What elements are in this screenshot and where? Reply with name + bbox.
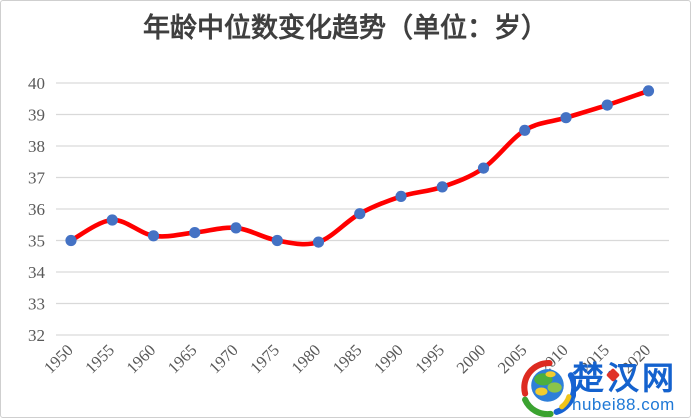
data-point-marker [271, 234, 283, 247]
data-point-marker [65, 234, 77, 247]
chart-title: 年龄中位数变化趋势（单位：岁） [143, 13, 548, 43]
x-axis-tick-label: 1980 [288, 340, 325, 377]
data-point-marker [642, 85, 655, 97]
watermark-site-name-text: 楚汉网 [572, 360, 678, 396]
data-point-marker [189, 227, 201, 239]
data-point-marker [477, 162, 490, 174]
globe-icon [521, 360, 576, 417]
y-axis-tick-label: 40 [28, 74, 45, 93]
x-axis-tick-label: 1985 [329, 340, 366, 377]
data-point-marker [560, 112, 572, 124]
data-point-marker [519, 124, 531, 136]
y-axis-tick-label: 33 [28, 295, 45, 314]
data-point-marker [312, 236, 325, 248]
y-axis-tick-label: 37 [28, 169, 46, 188]
data-point-marker [147, 230, 160, 242]
y-axis-tick-label: 34 [28, 263, 46, 282]
data-point-marker [436, 181, 448, 193]
x-axis-tick-label: 1995 [411, 340, 448, 377]
x-axis-tick-label: 1950 [40, 340, 77, 377]
x-axis-tick-label: 1955 [81, 340, 118, 377]
data-point-marker [354, 208, 366, 220]
watermark-site-name: 楚汉网 [572, 362, 677, 394]
data-point-marker [106, 214, 118, 226]
x-axis-tick-label: 1965 [164, 340, 201, 377]
watermark-site-url: hubei88.com [572, 395, 675, 414]
x-axis-tick-label: 1970 [205, 340, 242, 377]
y-axis-tick-label: 35 [28, 232, 45, 251]
x-axis-tick-label: 1960 [123, 340, 160, 377]
y-axis-tick-label: 32 [28, 326, 45, 345]
y-axis-tick-label: 39 [28, 106, 45, 125]
data-point-marker [230, 222, 242, 234]
y-axis-tick-label: 38 [28, 137, 45, 156]
data-point-marker [601, 99, 613, 111]
y-axis-tick-label: 36 [28, 200, 45, 219]
x-axis-tick-label: 1975 [246, 340, 283, 377]
x-axis-tick-label: 1990 [370, 340, 407, 377]
watermark: 楚汉网 hubei88.com [519, 360, 677, 417]
data-point-marker [395, 190, 407, 202]
watermark-text-block: 楚汉网 hubei88.com [572, 360, 677, 415]
x-axis-tick-label: 2000 [453, 340, 490, 377]
